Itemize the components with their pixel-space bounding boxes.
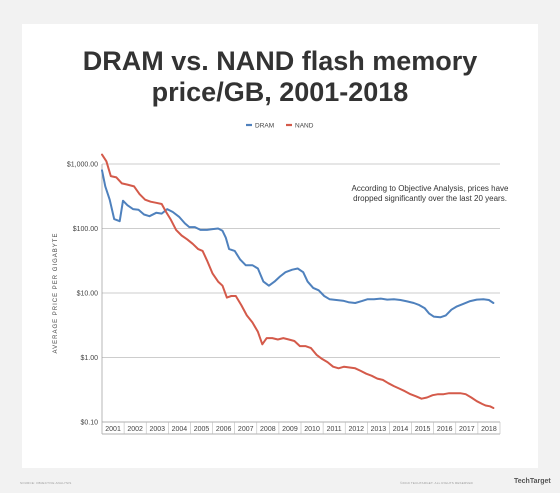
x-tick-label: 2013 — [371, 426, 387, 433]
x-tick-label: 2004 — [172, 426, 188, 433]
annotation-line: dropped significantly over the last 20 y… — [353, 194, 507, 203]
y-tick-label: $10.00 — [77, 291, 99, 298]
x-tick-label: 2014 — [393, 426, 409, 433]
copyright-note: ©2019 TECHTARGET. ALL RIGHTS RESERVED — [400, 481, 474, 485]
y-axis-label: AVERAGE PRICE PER GIGABYTE — [53, 233, 59, 354]
x-tick-label: 2008 — [260, 426, 276, 433]
x-tick-label: 2015 — [415, 426, 431, 433]
x-tick-label: 2009 — [282, 426, 298, 433]
x-tick-label: 2002 — [127, 426, 143, 433]
series-line-dram — [101, 169, 495, 319]
source-note: SOURCE: OBJECTIVE ANALYSIS — [20, 481, 72, 485]
chart-title-line1: DRAM vs. NAND flash memory — [82, 46, 478, 76]
x-tick-label: 2010 — [304, 426, 320, 433]
y-tick-label: $100.00 — [73, 226, 98, 233]
x-tick-label: 2011 — [327, 426, 342, 433]
x-tick-label: 2017 — [459, 426, 475, 433]
x-tick-label: 2005 — [194, 426, 210, 433]
series-line-nand — [101, 153, 495, 409]
legend-label-nand: NAND — [295, 123, 314, 130]
x-tick-label: 2006 — [216, 426, 232, 433]
y-tick-label: $0.10 — [80, 420, 98, 427]
x-tick-label: 2012 — [348, 426, 364, 433]
chart-title: DRAM vs. NAND flash memory price/GB, 200… — [22, 46, 538, 108]
x-tick-label: 2007 — [238, 426, 254, 433]
y-tick-label: $1.00 — [80, 355, 98, 362]
x-tick-label: 2016 — [437, 426, 453, 433]
annotation-line: According to Objective Analysis, prices … — [352, 184, 510, 193]
techtarget-logo: TechTarget — [514, 478, 551, 485]
y-tick-label: $1,000.00 — [67, 162, 98, 169]
x-tick-label: 2018 — [481, 426, 497, 433]
x-tick-label: 2003 — [149, 426, 165, 433]
chart-card: DRAM vs. NAND flash memory price/GB, 200… — [22, 24, 538, 468]
x-tick-label: 2001 — [105, 426, 121, 433]
legend-label-dram: DRAM — [255, 123, 274, 130]
chart-title-line2: price/GB, 2001-2018 — [151, 77, 409, 107]
